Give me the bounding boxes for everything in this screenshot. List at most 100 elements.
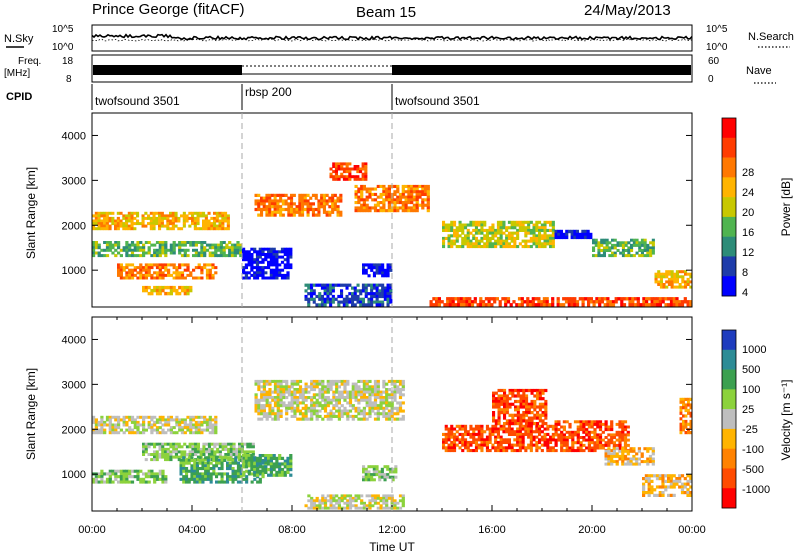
heatmap-cell <box>480 226 484 230</box>
heatmap-cell <box>180 453 184 456</box>
heatmap-cell <box>371 406 375 410</box>
heatmap-cell <box>635 457 639 461</box>
heatmap-cell <box>224 442 228 446</box>
heatmap-cell <box>613 238 617 242</box>
heatmap-cell <box>494 391 498 395</box>
heatmap-cell <box>307 297 311 301</box>
vel-cbar-tick-25: 25 <box>742 404 754 416</box>
heatmap-cell <box>228 467 232 471</box>
heatmap-cell <box>361 175 365 179</box>
heatmap-cell <box>610 460 614 464</box>
heatmap-cell <box>286 247 290 251</box>
heatmap-cell <box>190 467 194 471</box>
heatmap-cell <box>203 246 207 250</box>
heatmap-cell <box>329 506 333 510</box>
heatmap-cell <box>127 216 131 220</box>
heatmap-cell <box>290 390 294 394</box>
heatmap-cell <box>208 420 212 424</box>
heatmap-cell <box>669 493 673 497</box>
heatmap-cell <box>513 449 517 453</box>
heatmap-cell <box>538 424 542 428</box>
heatmap-cell <box>139 248 143 252</box>
heatmap-cell <box>382 190 386 194</box>
heatmap-cell <box>171 222 175 226</box>
heatmap-cell <box>265 213 269 217</box>
heatmap-cell <box>458 427 462 431</box>
cpid-label: CPID <box>6 91 32 103</box>
heatmap-cell <box>658 474 662 478</box>
heatmap-cell <box>337 379 341 383</box>
heatmap-cell <box>211 263 215 267</box>
heatmap-cell <box>209 461 213 465</box>
heatmap-cell <box>502 231 506 235</box>
heatmap-cell <box>518 449 522 453</box>
heatmap-cell <box>398 388 403 392</box>
heatmap-cell <box>351 303 355 307</box>
heatmap-cell <box>415 206 419 210</box>
heatmap-cell <box>529 435 533 439</box>
heatmap-cell <box>391 467 395 471</box>
power-cbar-tick-12: 12 <box>742 247 754 259</box>
heatmap-cell <box>510 430 514 434</box>
heatmap-cell <box>269 253 273 256</box>
heatmap-cell <box>242 247 246 251</box>
heatmap-cell <box>283 247 287 251</box>
heatmap-cell <box>533 394 537 398</box>
heatmap-cell <box>362 268 366 272</box>
heatmap-cell <box>492 397 496 401</box>
heatmap-cell <box>368 379 372 383</box>
heatmap-cell <box>257 385 261 389</box>
heatmap-cell <box>108 415 112 419</box>
heatmap-cell <box>516 435 520 439</box>
heatmap-cell <box>492 405 496 409</box>
heatmap-cell <box>105 246 110 250</box>
heatmap-cell <box>453 427 457 431</box>
heatmap-cell <box>211 273 215 277</box>
heatmap-cell <box>229 447 233 451</box>
heatmap-cell <box>180 271 185 275</box>
heatmap-cell <box>174 219 178 223</box>
heatmap-cell <box>228 254 232 258</box>
heatmap-cell <box>152 211 156 215</box>
heatmap-cell <box>175 273 179 277</box>
heatmap-cell <box>483 228 487 232</box>
heatmap-cell <box>385 396 389 400</box>
heatmap-cell <box>117 273 121 277</box>
heatmap-cell <box>311 193 315 197</box>
heatmap-cell <box>450 432 454 436</box>
heatmap-cell <box>323 300 327 304</box>
heatmap-cell <box>689 272 693 276</box>
heatmap-cell <box>461 239 465 243</box>
heatmap-cell <box>290 398 294 402</box>
heatmap-cell <box>655 485 660 489</box>
heatmap-cell <box>197 254 201 258</box>
heatmap-cell <box>155 285 160 290</box>
heatmap-cell <box>221 222 225 226</box>
heatmap-cell <box>323 409 328 413</box>
heatmap-cell <box>364 172 368 176</box>
heatmap-cell <box>186 263 190 267</box>
heatmap-cell <box>189 271 193 275</box>
heatmap-cell <box>200 423 204 427</box>
heatmap-cell <box>332 412 336 416</box>
heatmap-cell <box>635 238 639 242</box>
heatmap-cell <box>623 454 628 458</box>
heatmap-cell <box>488 231 492 235</box>
heatmap-cell <box>669 474 673 478</box>
heatmap-cell <box>372 283 376 287</box>
heatmap-cell <box>250 468 254 472</box>
heatmap-cell <box>423 198 428 202</box>
heatmap-cell <box>236 480 240 484</box>
heatmap-cell <box>502 242 506 246</box>
heatmap-cell <box>167 291 171 296</box>
heatmap-cell <box>272 258 276 262</box>
heatmap-cell <box>604 443 608 447</box>
heatmap-cell <box>661 474 665 478</box>
heatmap-cell <box>147 445 151 449</box>
heatmap-cell <box>353 177 357 181</box>
heatmap-cell <box>180 241 185 244</box>
heatmap-cell <box>376 379 380 383</box>
heatmap-cell <box>164 243 168 247</box>
heatmap-cell <box>328 213 332 217</box>
heatmap-cell <box>518 226 522 230</box>
